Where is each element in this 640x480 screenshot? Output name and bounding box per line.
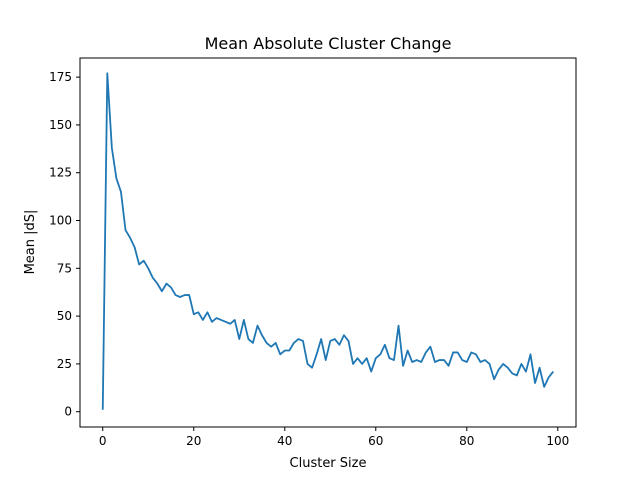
y-tick-label: 175 bbox=[49, 70, 72, 84]
y-tick-label: 0 bbox=[64, 405, 72, 419]
y-axis-label: Mean |dS| bbox=[23, 210, 38, 275]
series-layer bbox=[101, 72, 554, 410]
y-tick-label: 25 bbox=[57, 357, 72, 371]
chart-title: Mean Absolute Cluster Change bbox=[205, 34, 452, 53]
y-axis: 0 25 50 75 100 125 150 175 bbox=[49, 70, 80, 419]
y-tick-label: 150 bbox=[49, 118, 72, 132]
x-tick-label: 40 bbox=[277, 434, 292, 448]
x-tick-label: 100 bbox=[546, 434, 569, 448]
y-tick-label: 125 bbox=[49, 166, 72, 180]
plot-area bbox=[79, 57, 577, 428]
y-tick-label: 75 bbox=[57, 261, 72, 275]
x-axis: 0 20 40 60 80 100 bbox=[99, 427, 569, 448]
x-axis-label: Cluster Size bbox=[290, 456, 367, 471]
x-tick-label: 20 bbox=[186, 434, 201, 448]
x-tick-label: 60 bbox=[368, 434, 383, 448]
x-tick-label: 0 bbox=[99, 434, 107, 448]
series-line bbox=[101, 72, 554, 410]
y-tick-label: 100 bbox=[49, 214, 72, 228]
y-tick-label: 50 bbox=[57, 309, 72, 323]
x-tick-label: 80 bbox=[459, 434, 474, 448]
